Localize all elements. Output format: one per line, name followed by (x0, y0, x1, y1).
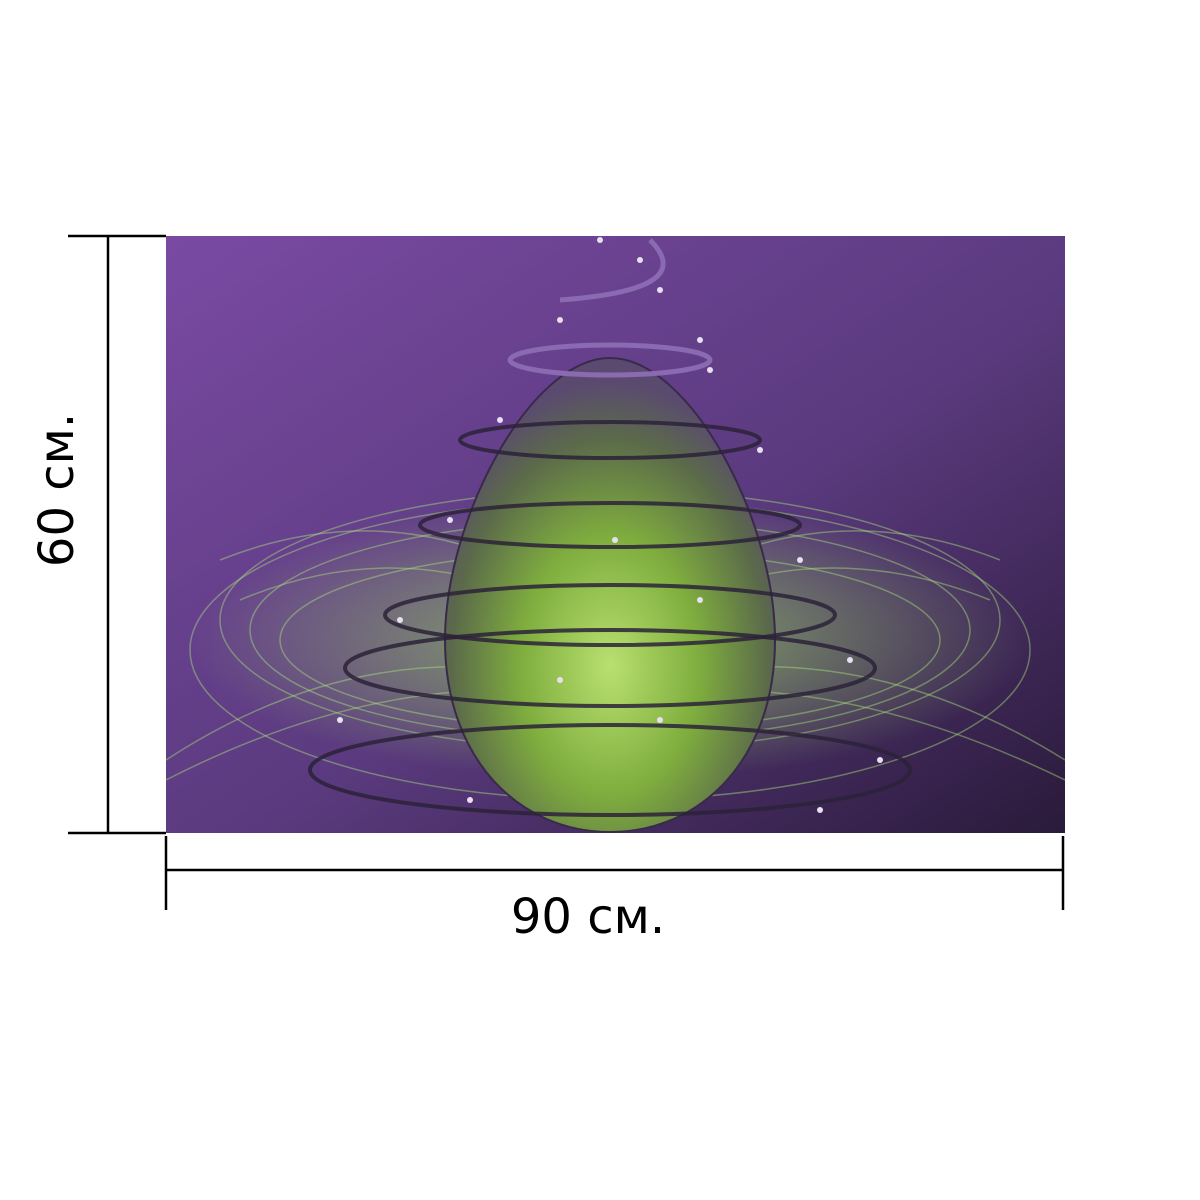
artwork (166, 236, 1065, 833)
height-label: 60 см. (29, 413, 85, 567)
width-label: 90 см. (511, 889, 665, 945)
width-dimension: 90 см. (164, 836, 1065, 945)
height-dimension: 60 см. (29, 234, 166, 835)
